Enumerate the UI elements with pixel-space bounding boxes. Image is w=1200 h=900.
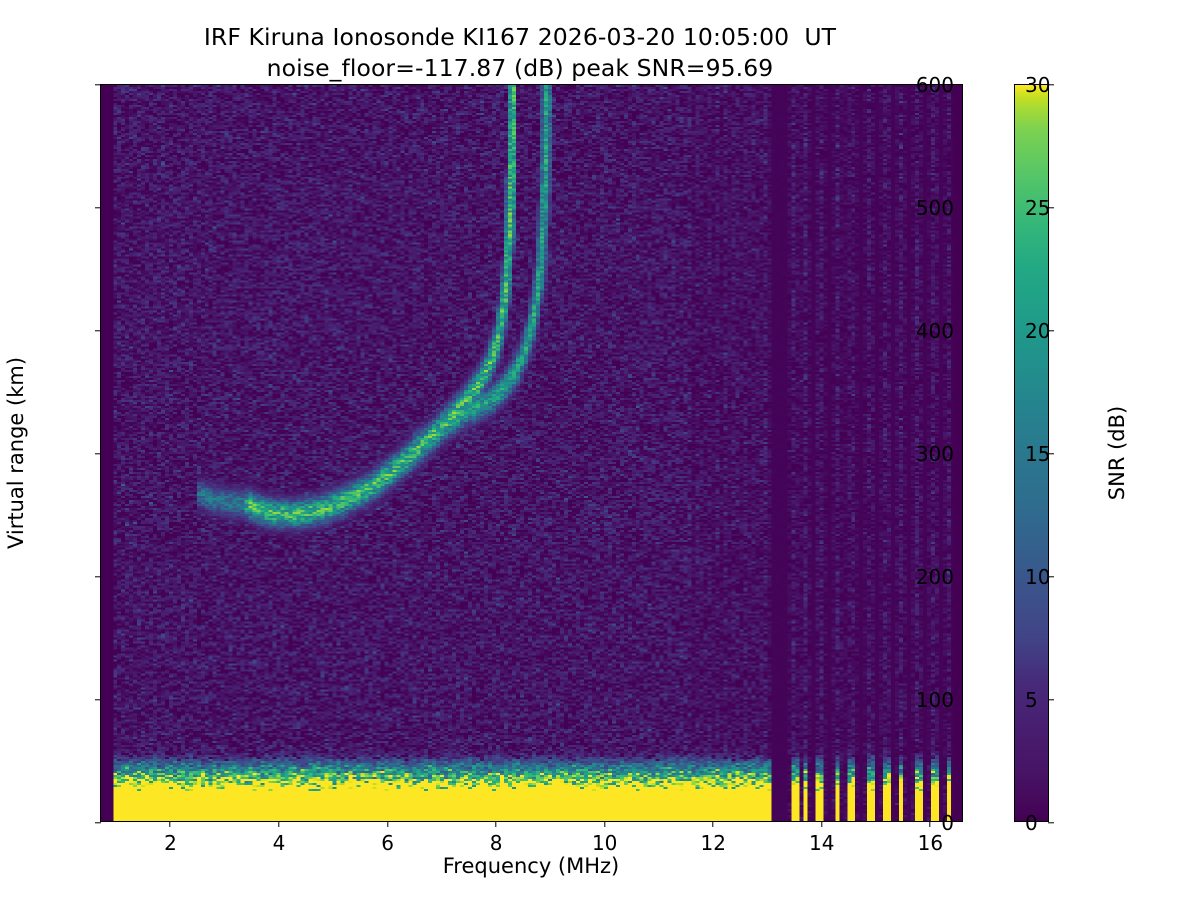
colorbar-tick-mark bbox=[1048, 453, 1054, 455]
x-tick-label: 8 bbox=[489, 831, 503, 855]
colorbar-tick-mark bbox=[1048, 699, 1054, 701]
colorbar-tick-label: 20 bbox=[1025, 319, 1051, 343]
title-line-2: noise_floor=-117.87 (dB) peak SNR=95.69 bbox=[266, 53, 774, 82]
y-axis-label: Virtual range (km) bbox=[4, 356, 28, 550]
x-tick-label: 10 bbox=[591, 831, 618, 855]
x-axis-label: Frequency (MHz) bbox=[442, 854, 620, 878]
x-tick-mark bbox=[169, 821, 171, 827]
ionogram-heatmap bbox=[101, 85, 962, 821]
x-tick-mark bbox=[495, 821, 497, 827]
colorbar-tick-mark bbox=[1048, 576, 1054, 578]
x-tick-label: 4 bbox=[272, 831, 286, 855]
x-tick-label: 2 bbox=[164, 831, 177, 855]
y-tick-mark bbox=[95, 822, 101, 824]
y-tick-mark bbox=[95, 576, 101, 578]
colorbar-tick-label: 25 bbox=[1025, 196, 1051, 220]
y-tick-mark bbox=[95, 330, 101, 332]
y-tick-label: 200 bbox=[915, 565, 954, 589]
ionogram-axes: 0 100 200 300 400 500 600 2 4 6 8 10 12 14 16 bbox=[95, 73, 963, 855]
colorbar-tick-mark bbox=[1048, 330, 1054, 332]
y-tick-mark bbox=[95, 699, 101, 701]
y-tick-mark bbox=[95, 84, 101, 86]
x-tick-label: 12 bbox=[700, 831, 726, 855]
x-tick-label: 14 bbox=[809, 831, 835, 855]
x-tick-mark bbox=[929, 821, 931, 827]
colorbar-tick-mark bbox=[1048, 822, 1054, 824]
y-tick-label: 600 bbox=[915, 73, 954, 97]
y-tick-mark bbox=[95, 453, 101, 455]
snr-colorbar: 0 5 10 15 20 25 30 bbox=[1014, 73, 1054, 835]
y-tick-label: 500 bbox=[915, 196, 954, 220]
x-tick-mark bbox=[712, 821, 714, 827]
colorbar-tick-mark bbox=[1048, 84, 1054, 86]
y-tick-label: 0 bbox=[941, 811, 954, 835]
x-tick-mark bbox=[603, 821, 605, 827]
figure-title: IRF Kiruna Ionosonde KI167 2026-03-20 10… bbox=[0, 22, 1040, 83]
colorbar-label: SNR (dB) bbox=[1105, 405, 1129, 501]
colorbar-tick-label: 0 bbox=[1025, 811, 1038, 835]
y-tick-label: 400 bbox=[915, 319, 954, 343]
colorbar-tick-mark bbox=[1048, 207, 1054, 209]
colorbar-tick-label: 30 bbox=[1025, 73, 1051, 97]
title-line-1: IRF Kiruna Ionosonde KI167 2026-03-20 10… bbox=[203, 23, 837, 51]
y-tick-mark bbox=[95, 207, 101, 209]
colorbar-tick-label: 5 bbox=[1025, 688, 1038, 712]
x-tick-label: 16 bbox=[917, 831, 944, 855]
y-tick-label: 100 bbox=[915, 688, 954, 712]
colorbar-tick-label: 10 bbox=[1025, 565, 1051, 589]
x-tick-mark bbox=[386, 821, 388, 827]
y-tick-label: 300 bbox=[915, 442, 954, 466]
x-tick-mark bbox=[821, 821, 823, 827]
x-tick-label: 6 bbox=[381, 831, 394, 855]
x-tick-mark bbox=[278, 821, 280, 827]
colorbar-tick-label: 15 bbox=[1025, 442, 1051, 466]
